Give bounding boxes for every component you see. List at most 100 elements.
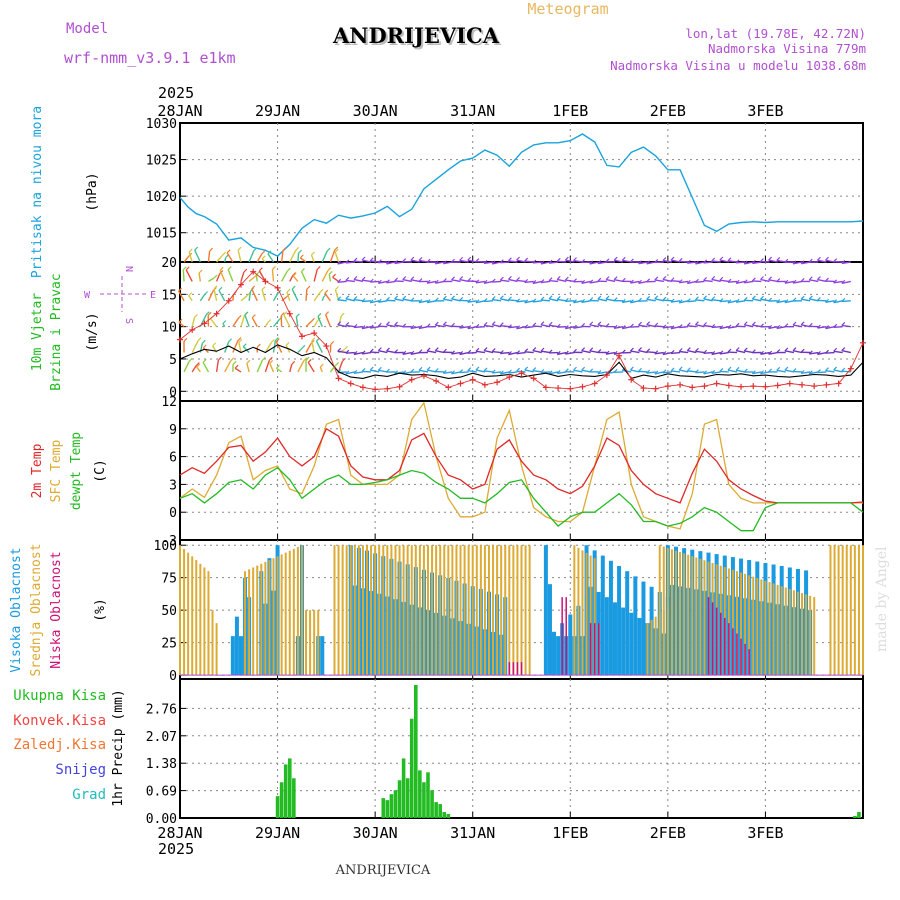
wind-barb-tip	[621, 277, 626, 282]
wind-barb	[410, 351, 420, 355]
wind-barb-tip	[760, 350, 764, 355]
wind-barb	[324, 292, 331, 302]
wind-barb	[370, 280, 380, 283]
wind-barb	[727, 260, 738, 263]
wind-barb	[760, 278, 770, 283]
wind-barb	[402, 351, 412, 355]
wind-barb	[313, 269, 318, 282]
wind-barb	[353, 278, 364, 283]
x-tick-label-bottom: 28JAN	[157, 824, 202, 842]
wind-barb	[244, 314, 250, 327]
wind-barb-tip	[638, 347, 642, 351]
wind-barb	[207, 290, 214, 302]
cloud-bar	[447, 545, 450, 676]
wind-barb-tip	[394, 277, 399, 282]
wind-barb	[687, 370, 697, 373]
wind-barb-tip	[768, 325, 773, 329]
wind-barb-tip	[188, 248, 193, 253]
y-tick-label: 2.07	[146, 730, 177, 745]
wind-barb	[281, 270, 288, 282]
legend-grad: Grad	[72, 787, 106, 803]
wind-barb	[841, 370, 851, 373]
wind-barb-tip	[751, 370, 756, 375]
wind-barb-tip	[776, 257, 781, 261]
cloud-bar	[768, 582, 771, 676]
y-tick-label: 15	[161, 288, 177, 303]
cloud-bar	[410, 545, 413, 676]
wind-barb-tip	[605, 295, 610, 300]
wind-barb-tip	[286, 267, 291, 272]
cloud-bar	[467, 545, 470, 676]
wind-barb	[500, 279, 510, 283]
wind-barb	[825, 300, 835, 303]
wind-barb-tip	[261, 356, 266, 361]
wind-barb-tip	[410, 297, 415, 302]
wind-barb-tip	[800, 348, 805, 353]
wind-barb	[646, 371, 656, 374]
x-tick-label-bottom: 1FEB	[552, 824, 588, 842]
wind-barb	[630, 300, 640, 304]
cloud-bar	[568, 614, 573, 676]
wind-barb	[540, 280, 551, 284]
wind-barb-tip	[335, 286, 339, 291]
cloud-bar	[426, 545, 429, 676]
wind-barb	[548, 324, 559, 328]
wind-barb-tip	[605, 276, 610, 281]
wind-barb-tip	[467, 367, 472, 372]
wind-barb-tip	[646, 260, 651, 265]
cloud-bar	[443, 545, 446, 676]
wind-barb	[467, 259, 477, 263]
precip-bar	[413, 684, 418, 818]
wind-barb	[224, 360, 232, 373]
wind-barb	[305, 289, 308, 301]
wind-barb	[216, 254, 224, 263]
wind-barb	[361, 325, 372, 330]
wind-barb	[264, 360, 270, 373]
wind-barb	[410, 325, 420, 330]
wind-barb-tip	[638, 321, 642, 326]
wind-barb-tip	[670, 256, 675, 261]
wind-barb-tip	[275, 364, 280, 369]
wind-barb	[540, 350, 551, 354]
wind-barb	[548, 298, 559, 302]
wind-barb-tip	[251, 285, 256, 290]
wind-barb-tip	[434, 260, 439, 265]
wind-barb	[492, 323, 502, 328]
wind-barb-tip	[792, 297, 797, 302]
wind-barb-tip	[613, 256, 618, 261]
wind-barb-tip	[548, 370, 553, 375]
wind-barb-tip	[369, 278, 374, 283]
wind-barb-tip	[291, 285, 296, 290]
wind-barb-tip	[581, 298, 586, 303]
cloud-bar	[715, 607, 718, 676]
temp-ylabel-left-1: 2m Temp	[30, 443, 45, 498]
wind-barb-tip	[212, 342, 217, 347]
cloud-bar	[431, 545, 434, 676]
wind-barb	[646, 298, 656, 302]
wind-barb-tip	[299, 254, 304, 259]
wind-barb	[817, 351, 827, 356]
wind-barb-tip	[808, 322, 813, 327]
wind-frame	[179, 261, 864, 402]
wind-barb	[321, 250, 328, 263]
wind-barb	[483, 300, 494, 303]
wind-barb-tip	[686, 298, 691, 303]
wind-barb	[532, 349, 542, 354]
wind-barb	[378, 261, 388, 264]
wind-barb-tip	[646, 321, 651, 326]
wind-barb	[622, 300, 632, 304]
wind-barb-tip	[841, 347, 846, 351]
wind-barb	[654, 351, 664, 355]
y-tick-label: 1015	[146, 227, 177, 242]
wind-barb	[573, 259, 583, 263]
wind-barb-tip	[516, 325, 520, 330]
wind-barb	[467, 369, 477, 373]
wind-barb	[548, 371, 559, 375]
wind-barb	[283, 314, 291, 327]
model-name: wrf-nmm_v3.9.1 e1km	[64, 49, 236, 67]
cloud-bar	[179, 545, 181, 676]
wind-barb-tip	[459, 256, 464, 261]
wind-barb	[305, 343, 312, 353]
wind-barb-tip	[305, 356, 310, 361]
wind-barb-tip	[467, 298, 472, 303]
